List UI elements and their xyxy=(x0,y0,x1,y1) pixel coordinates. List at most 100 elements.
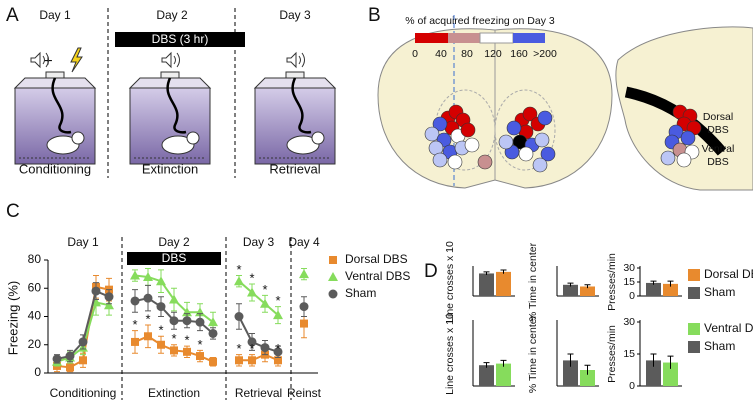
significance-star: * xyxy=(132,317,137,332)
marker xyxy=(247,337,257,347)
scale-segment xyxy=(513,33,545,43)
legend-label: Sham xyxy=(345,286,376,300)
marker xyxy=(143,293,153,303)
marker xyxy=(260,343,270,353)
bar xyxy=(646,360,661,386)
cage-top xyxy=(13,77,97,89)
sound-waves xyxy=(298,52,305,68)
sound-waves xyxy=(173,52,180,68)
marker xyxy=(156,276,166,286)
error-bar xyxy=(584,364,591,375)
significance-star: * xyxy=(275,341,280,356)
mouse-head xyxy=(311,131,325,145)
dot xyxy=(464,137,480,153)
bar xyxy=(663,283,678,296)
marker xyxy=(169,316,179,326)
y-tick-label: 60 xyxy=(28,280,42,294)
y-axis-label: Presses/min xyxy=(606,325,618,383)
y-tick-label: 30 xyxy=(623,262,635,274)
y-tick-label: 15 xyxy=(623,276,635,288)
dot xyxy=(518,146,534,162)
dot xyxy=(506,120,522,136)
legend-swatch xyxy=(688,341,700,353)
marker xyxy=(130,270,140,280)
region-label: Dorsal xyxy=(703,111,733,123)
shock-bolt xyxy=(70,47,83,73)
marker xyxy=(130,296,140,306)
error-bar xyxy=(567,282,574,287)
y-axis-label: Freezing (%) xyxy=(5,281,20,355)
y-axis-label: % Time in center xyxy=(527,314,539,393)
panel-label: B xyxy=(368,5,381,26)
dot xyxy=(532,157,548,173)
marker xyxy=(209,357,217,366)
phase-label: Conditioning xyxy=(19,161,91,176)
dot xyxy=(537,110,553,126)
legend-label: Dorsal DBS xyxy=(704,267,753,281)
marker xyxy=(170,346,178,355)
bar xyxy=(479,273,494,296)
legend-swatch xyxy=(688,269,700,281)
error-bar xyxy=(483,362,490,368)
significance-star: * xyxy=(236,341,241,356)
dot xyxy=(680,130,696,146)
dot xyxy=(676,152,692,168)
significance-star: * xyxy=(236,262,241,277)
marker xyxy=(234,312,244,321)
bar xyxy=(479,365,494,386)
day-label: Day 2 xyxy=(156,8,188,22)
mouse-head xyxy=(71,131,85,145)
marker xyxy=(208,328,218,338)
bar xyxy=(496,363,511,386)
scale-tick-label: 0 xyxy=(412,48,418,60)
marker xyxy=(65,351,75,361)
y-axis-label: Line crosses x 10 xyxy=(444,241,456,323)
error-bar xyxy=(500,359,507,367)
dbs-band-label: DBS xyxy=(162,251,187,265)
dot xyxy=(522,106,538,122)
day-label: Day 4 xyxy=(288,235,320,249)
day-label: Day 1 xyxy=(39,8,71,22)
significance-star: * xyxy=(262,282,267,297)
dot xyxy=(447,154,463,170)
error-bar xyxy=(667,280,674,287)
bar xyxy=(563,360,578,386)
phase-label: Extinction xyxy=(142,161,198,176)
scale-tick-label: 40 xyxy=(435,48,447,60)
bar xyxy=(563,284,578,296)
cable xyxy=(51,77,72,134)
scale-tick-label: 120 xyxy=(484,48,502,60)
marker xyxy=(260,298,270,308)
significance-star: * xyxy=(171,331,176,346)
day-label: Day 1 xyxy=(67,235,99,249)
scale-segment xyxy=(448,33,480,43)
bar xyxy=(646,282,661,296)
error-bar xyxy=(650,280,657,285)
marker xyxy=(195,317,205,327)
marker xyxy=(329,256,337,264)
legend-label: Sham xyxy=(704,339,735,353)
brain-outline xyxy=(494,89,556,171)
marker xyxy=(157,340,165,349)
region-label: DBS xyxy=(707,124,729,136)
scale-segment xyxy=(415,33,448,43)
dot xyxy=(432,116,448,132)
dbs-box xyxy=(115,32,245,47)
speaker xyxy=(161,51,172,69)
dot xyxy=(424,126,440,142)
significance-star: * xyxy=(275,293,280,308)
scale-tick-label: 80 xyxy=(461,48,473,60)
marker xyxy=(91,286,101,296)
marker xyxy=(156,302,166,312)
mouse xyxy=(46,135,80,155)
dbs-band xyxy=(127,252,221,265)
error-bar xyxy=(567,353,574,367)
y-axis-label: Line crosses x 10 xyxy=(444,313,456,395)
panel-label: A xyxy=(6,5,19,26)
y-tick-label: 0 xyxy=(629,290,635,302)
dot xyxy=(534,132,550,148)
speaker xyxy=(286,51,297,69)
dot xyxy=(540,146,556,162)
scale-segment xyxy=(479,32,514,44)
marker xyxy=(328,272,338,281)
